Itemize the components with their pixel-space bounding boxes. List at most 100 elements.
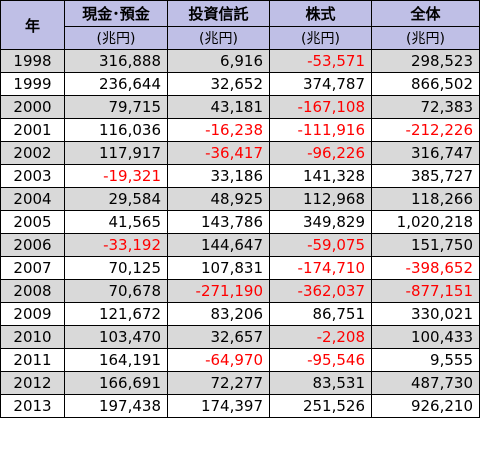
value-cell: 121,672: [64, 302, 168, 326]
header-unit: (兆円): [269, 26, 372, 50]
table-row: 2008 70,678 -271,190 -362,037 -877,151: [0, 279, 480, 303]
value-cell: 117,917: [64, 141, 168, 165]
table-row: 2011 164,191 -64,970 -95,546 9,555: [0, 348, 480, 372]
value-cell: -398,652: [371, 256, 480, 280]
table-row: 2000 79,715 43,181 -167,108 72,383: [0, 95, 480, 119]
value-cell: 251,526: [269, 394, 372, 418]
table-row: 2013 197,438 174,397 251,526 926,210: [0, 394, 480, 418]
value-cell: 166,691: [64, 371, 168, 395]
year-cell: 2000: [0, 95, 65, 119]
table-body: 1998 316,888 6,916 -53,571 298,523 1999 236,64…: [0, 49, 480, 418]
value-cell: 86,751: [269, 302, 372, 326]
value-cell: -877,151: [371, 279, 480, 303]
value-cell: -111,916: [269, 118, 372, 142]
value-cell: 374,787: [269, 72, 372, 96]
table-row: 2009 121,672 83,206 86,751 330,021: [0, 302, 480, 326]
value-cell: 385,727: [371, 164, 480, 188]
value-cell: -362,037: [269, 279, 372, 303]
value-cell: 316,888: [64, 49, 168, 73]
value-cell: 487,730: [371, 371, 480, 395]
year-cell: 2005: [0, 210, 65, 234]
table-row: 2010 103,470 32,657 -2,208 100,433: [0, 325, 480, 349]
table-row: 2007 70,125 107,831 -174,710 -398,652: [0, 256, 480, 280]
value-cell: -96,226: [269, 141, 372, 165]
header-unit: (兆円): [167, 26, 270, 50]
value-cell: 298,523: [371, 49, 480, 73]
table-row: 2006 -33,192 144,647 -59,075 151,750: [0, 233, 480, 257]
header-cash-deposits: 現金･預金: [64, 0, 168, 27]
year-cell: 2003: [0, 164, 65, 188]
year-cell: 2009: [0, 302, 65, 326]
value-cell: 9,555: [371, 348, 480, 372]
value-cell: -36,417: [167, 141, 270, 165]
year-cell: 2013: [0, 394, 65, 418]
table-row: 2012 166,691 72,277 83,531 487,730: [0, 371, 480, 395]
value-cell: 79,715: [64, 95, 168, 119]
value-cell: 103,470: [64, 325, 168, 349]
value-cell: 48,925: [167, 187, 270, 211]
data-table: 年 現金･預金 投資信託 株式 全体 (兆円) (兆円) (兆円) (兆円) 1…: [0, 0, 480, 418]
data-table-container: 年 現金･預金 投資信託 株式 全体 (兆円) (兆円) (兆円) (兆円) 1…: [0, 0, 480, 418]
year-cell: 2004: [0, 187, 65, 211]
value-cell: 72,383: [371, 95, 480, 119]
value-cell: 32,652: [167, 72, 270, 96]
value-cell: 112,968: [269, 187, 372, 211]
value-cell: 70,125: [64, 256, 168, 280]
header-stocks: 株式: [269, 0, 372, 27]
table-row: 2004 29,584 48,925 112,968 118,266: [0, 187, 480, 211]
value-cell: 116,036: [64, 118, 168, 142]
value-cell: 316,747: [371, 141, 480, 165]
table-row: 2002 117,917 -36,417 -96,226 316,747: [0, 141, 480, 165]
header-investment-trusts: 投資信託: [167, 0, 270, 27]
value-cell: 41,565: [64, 210, 168, 234]
year-cell: 2007: [0, 256, 65, 280]
value-cell: 151,750: [371, 233, 480, 257]
value-cell: -33,192: [64, 233, 168, 257]
table-row: 1998 316,888 6,916 -53,571 298,523: [0, 49, 480, 73]
header-unit: (兆円): [64, 26, 168, 50]
header-total: 全体: [371, 0, 480, 27]
value-cell: -19,321: [64, 164, 168, 188]
year-cell: 2010: [0, 325, 65, 349]
value-cell: -16,238: [167, 118, 270, 142]
value-cell: 349,829: [269, 210, 372, 234]
value-cell: 33,186: [167, 164, 270, 188]
header-year: 年: [0, 0, 65, 50]
value-cell: 330,021: [371, 302, 480, 326]
value-cell: 83,531: [269, 371, 372, 395]
value-cell: 6,916: [167, 49, 270, 73]
value-cell: 236,644: [64, 72, 168, 96]
value-cell: 43,181: [167, 95, 270, 119]
value-cell: -95,546: [269, 348, 372, 372]
year-cell: 2012: [0, 371, 65, 395]
value-cell: 100,433: [371, 325, 480, 349]
year-cell: 2011: [0, 348, 65, 372]
value-cell: 32,657: [167, 325, 270, 349]
value-cell: 926,210: [371, 394, 480, 418]
value-cell: 1,020,218: [371, 210, 480, 234]
value-cell: 141,328: [269, 164, 372, 188]
value-cell: -174,710: [269, 256, 372, 280]
value-cell: 70,678: [64, 279, 168, 303]
value-cell: -167,108: [269, 95, 372, 119]
value-cell: -212,226: [371, 118, 480, 142]
value-cell: 72,277: [167, 371, 270, 395]
year-cell: 2001: [0, 118, 65, 142]
value-cell: 143,786: [167, 210, 270, 234]
table-row: 2001 116,036 -16,238 -111,916 -212,226: [0, 118, 480, 142]
value-cell: 29,584: [64, 187, 168, 211]
value-cell: 83,206: [167, 302, 270, 326]
value-cell: -59,075: [269, 233, 372, 257]
header-unit: (兆円): [371, 26, 480, 50]
year-cell: 1999: [0, 72, 65, 96]
table-row: 1999 236,644 32,652 374,787 866,502: [0, 72, 480, 96]
value-cell: -2,208: [269, 325, 372, 349]
value-cell: 197,438: [64, 394, 168, 418]
value-cell: -271,190: [167, 279, 270, 303]
value-cell: 107,831: [167, 256, 270, 280]
value-cell: -64,970: [167, 348, 270, 372]
year-cell: 2006: [0, 233, 65, 257]
value-cell: 866,502: [371, 72, 480, 96]
table-row: 2003 -19,321 33,186 141,328 385,727: [0, 164, 480, 188]
year-cell: 2008: [0, 279, 65, 303]
